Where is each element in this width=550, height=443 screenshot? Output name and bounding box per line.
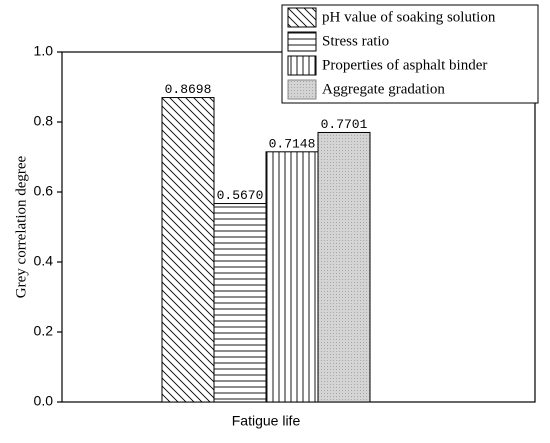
legend-swatch <box>287 7 317 28</box>
x-tick-label: Fatigue life <box>232 413 301 429</box>
legend-swatch <box>287 79 317 100</box>
bar <box>213 203 267 403</box>
value-label: 0.7148 <box>269 136 316 151</box>
y-axis-label: Grey correlation degree <box>13 155 29 298</box>
legend-box <box>281 4 539 104</box>
y-tick-label: 0.2 <box>34 323 54 339</box>
value-label: 0.5670 <box>217 188 264 203</box>
value-label: 0.7701 <box>321 117 368 132</box>
legend-label: Stress ratio <box>322 33 389 49</box>
y-tick-label: 0.0 <box>34 393 54 409</box>
legend-label: pH value of soaking solution <box>322 9 496 25</box>
legend-swatch <box>287 31 317 52</box>
legend-label: Properties of asphalt binder <box>322 57 487 73</box>
bar <box>161 97 215 403</box>
bar <box>317 131 371 403</box>
legend-label: Aggregate gradation <box>322 81 445 97</box>
y-tick-label: 1.0 <box>34 43 54 59</box>
value-label: 0.8698 <box>165 82 212 97</box>
y-tick-label: 0.8 <box>34 113 54 129</box>
bar <box>265 151 319 403</box>
y-tick-label: 0.4 <box>34 253 54 269</box>
legend-swatch <box>287 55 317 76</box>
y-tick-label: 0.6 <box>34 183 54 199</box>
